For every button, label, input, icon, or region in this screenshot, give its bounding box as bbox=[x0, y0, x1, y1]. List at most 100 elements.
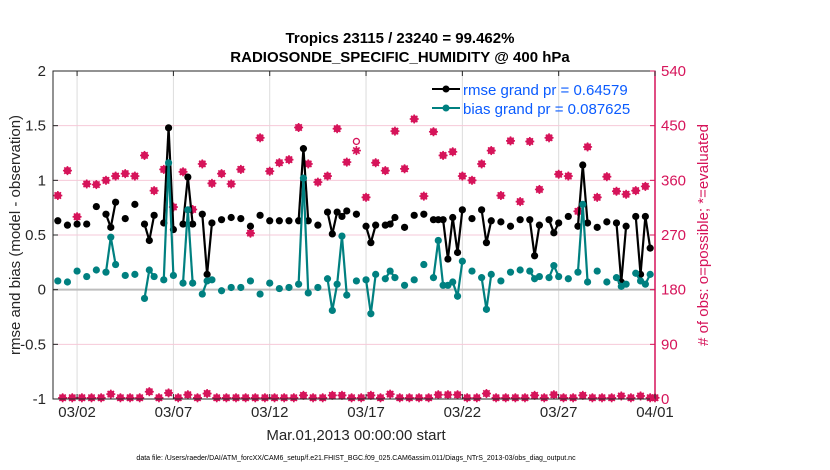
star-center bbox=[300, 392, 307, 399]
evaluated-obs-marker bbox=[477, 159, 487, 169]
rmse-line-segment bbox=[167, 127, 175, 230]
bias-line-segment bbox=[336, 235, 344, 285]
evaluated-obs-marker bbox=[587, 393, 597, 403]
evaluated-obs-marker bbox=[289, 393, 299, 403]
evaluated-obs-marker bbox=[327, 390, 337, 400]
evaluated-obs-marker bbox=[82, 179, 92, 189]
bias-point bbox=[545, 274, 553, 282]
star-center bbox=[637, 392, 644, 399]
rmse-line-segment bbox=[186, 176, 194, 225]
star-center bbox=[69, 394, 76, 401]
star-center bbox=[194, 394, 201, 401]
bias-point bbox=[63, 278, 72, 286]
bias-point bbox=[603, 278, 611, 286]
evaluated-obs-marker bbox=[462, 393, 472, 403]
rmse-point bbox=[367, 239, 375, 247]
star-center bbox=[363, 194, 370, 201]
bias-point bbox=[381, 275, 389, 283]
rmse-point bbox=[217, 216, 226, 224]
evaluated-obs-marker bbox=[481, 389, 491, 399]
evaluated-obs-marker bbox=[539, 393, 549, 403]
rmse-line-segment bbox=[639, 216, 647, 275]
rmse-line-segment bbox=[442, 219, 450, 260]
rmse-point bbox=[179, 220, 187, 228]
evaluated-obs-marker bbox=[96, 393, 106, 403]
evaluated-obs-marker bbox=[501, 393, 511, 403]
star-center bbox=[497, 192, 504, 199]
rmse-point bbox=[593, 223, 601, 231]
star-center bbox=[411, 115, 418, 122]
bias-point bbox=[333, 280, 341, 288]
star-center bbox=[401, 165, 408, 172]
bias-line-segment bbox=[432, 240, 440, 278]
star-center bbox=[488, 147, 495, 154]
bias-point bbox=[140, 294, 149, 303]
grid bbox=[53, 71, 656, 399]
evaluated-obs-marker bbox=[395, 393, 405, 403]
evaluated-obs-marker bbox=[270, 393, 280, 403]
star-center bbox=[141, 152, 148, 159]
evaluated-obs-marker bbox=[106, 389, 116, 399]
star-center bbox=[348, 394, 355, 401]
star-center bbox=[64, 167, 71, 174]
rmse-point bbox=[164, 124, 173, 132]
evaluated-obs-marker bbox=[583, 142, 593, 152]
rmse-point bbox=[266, 217, 274, 225]
chart-title-line1: Tropics 23115 / 23240 = 99.462% bbox=[286, 30, 515, 47]
evaluated-obs-marker bbox=[245, 228, 255, 238]
star-center bbox=[560, 394, 567, 401]
bias-line-segment bbox=[109, 236, 117, 265]
bias-line-segment bbox=[340, 236, 348, 296]
rmse-point bbox=[328, 230, 336, 238]
bias-point bbox=[453, 292, 462, 300]
bias-point bbox=[497, 277, 505, 285]
rmse-point bbox=[227, 213, 235, 222]
bias-point bbox=[285, 283, 293, 292]
rmse-line-segment bbox=[480, 209, 488, 243]
legend: rmse grand pr = 0.64579 bias grand pr = … bbox=[432, 82, 630, 118]
axis-ticks: 03/02 03/07 03/12 03/17 03/22 03/27 04/01 540 45… bbox=[20, 63, 686, 421]
x-tick-label: 03/17 bbox=[347, 404, 385, 421]
evaluated-obs-marker bbox=[371, 158, 381, 168]
plot-marks bbox=[53, 114, 660, 403]
bias-point bbox=[367, 310, 375, 318]
x-axis-label: Mar.01,2013 00:00:00 start bbox=[266, 427, 446, 444]
evaluated-obs-marker bbox=[231, 393, 241, 403]
evaluated-obs-marker bbox=[120, 169, 130, 179]
star-center bbox=[541, 394, 548, 401]
y-tick-label: 1 bbox=[38, 172, 46, 189]
bias-point bbox=[102, 268, 110, 276]
evaluated-obs-marker bbox=[72, 212, 82, 222]
bias-line-segment bbox=[162, 162, 170, 280]
evaluated-obs-marker bbox=[308, 393, 318, 403]
evaluated-obs-marker bbox=[443, 390, 453, 400]
star-center bbox=[285, 156, 292, 163]
evaluated-obs-marker bbox=[135, 393, 145, 403]
rmse-line-segment bbox=[451, 217, 459, 253]
y-tick-label: 1.5 bbox=[25, 118, 46, 135]
rmse-point bbox=[386, 220, 394, 228]
evaluated-obs-marker bbox=[472, 393, 482, 403]
evaluated-obs-marker bbox=[318, 393, 328, 403]
rmse-point bbox=[150, 211, 158, 219]
bias-point bbox=[184, 206, 192, 214]
star-center bbox=[555, 171, 562, 178]
evaluated-obs-marker bbox=[534, 184, 544, 194]
x-tick-label: 03/27 bbox=[540, 404, 578, 421]
evaluated-obs-marker bbox=[375, 393, 385, 403]
bias-point bbox=[391, 274, 399, 282]
evaluated-obs-marker bbox=[448, 147, 458, 157]
star-center bbox=[642, 183, 649, 190]
rmse-point bbox=[468, 215, 476, 223]
evaluated-obs-marker bbox=[62, 166, 72, 176]
evaluated-obs-marker bbox=[626, 393, 636, 403]
star-center bbox=[391, 128, 398, 135]
evaluated-obs-marker bbox=[525, 136, 535, 146]
star-center bbox=[112, 173, 119, 180]
bias-point bbox=[304, 289, 312, 297]
rmse-point bbox=[362, 222, 370, 230]
y-tick-label: 2 bbox=[38, 63, 46, 80]
x-tick-label: 03/02 bbox=[58, 404, 96, 421]
evaluated-obs-marker bbox=[58, 393, 68, 403]
bias-point bbox=[227, 283, 235, 292]
